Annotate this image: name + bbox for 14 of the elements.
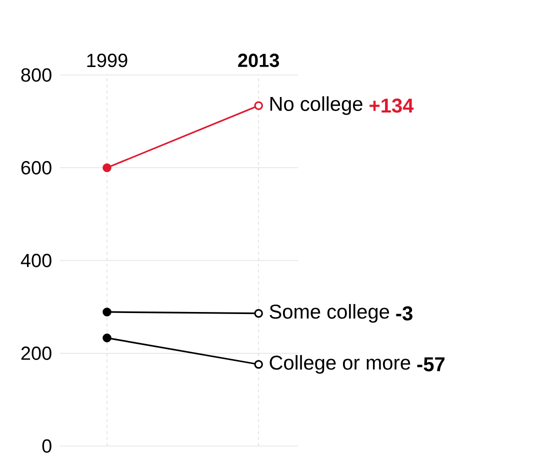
series-label: Some college (270, 304, 390, 323)
point (102, 163, 112, 172)
x-tick-label: 2013 (238, 54, 280, 68)
text: +134 (370, 98, 414, 113)
y-tick-label: 200 (21, 346, 52, 360)
series-label: No college (270, 96, 362, 115)
text: -57 (417, 357, 445, 372)
y-tick-label: 400 (20, 254, 52, 268)
series-label: College or more (270, 355, 410, 374)
y-tick-label: 600 (21, 161, 52, 174)
x-tick-label: 1999 (87, 54, 128, 68)
text: -3 (396, 306, 412, 320)
y-tick-label: 0 (42, 439, 52, 453)
y-tick-label: 800 (21, 68, 52, 82)
